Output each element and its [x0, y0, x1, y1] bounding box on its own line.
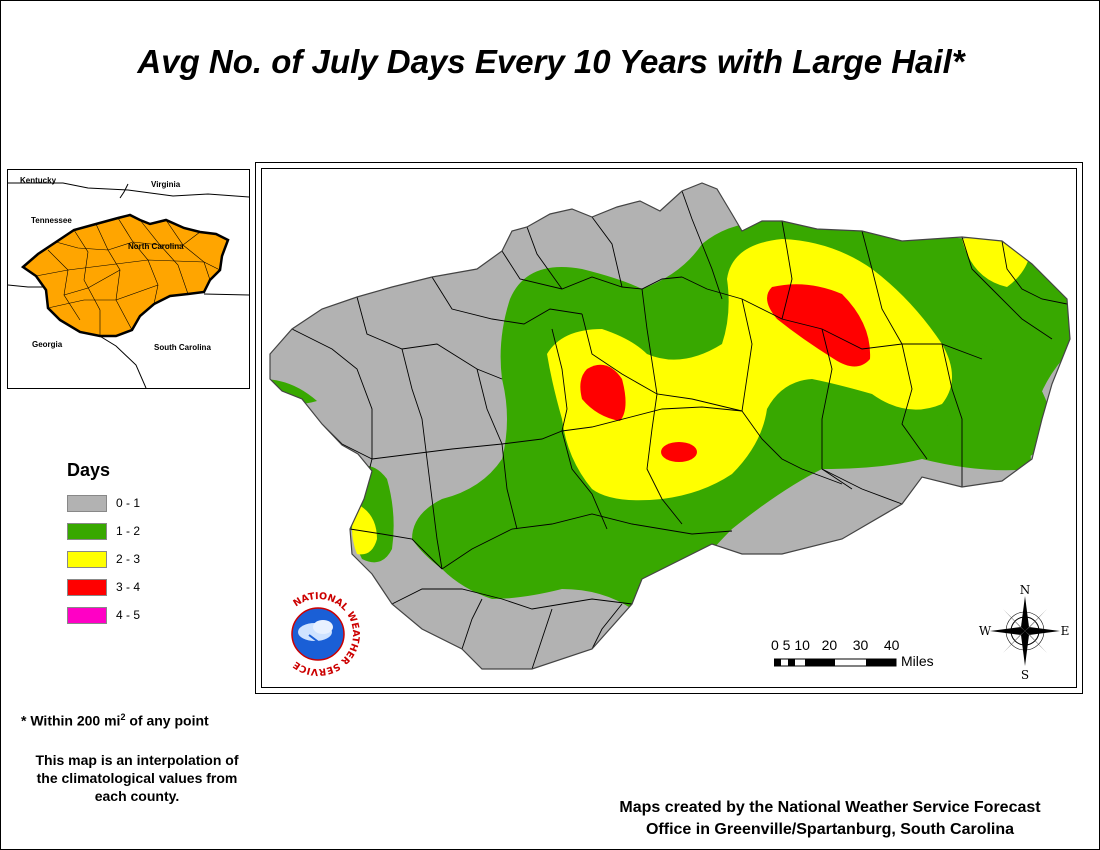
legend-label: 2 - 3 — [116, 552, 141, 566]
nws-logo: NATIONAL WEATHER SERVICE — [273, 589, 363, 684]
legend-label: 4 - 5 — [116, 608, 141, 622]
map-title: Avg No. of July Days Every 10 Years with… — [137, 43, 965, 80]
compass-e: E — [1061, 624, 1070, 638]
credit-text: Maps created by the National Weather Ser… — [561, 797, 1099, 841]
interpolation-line: This map is an interpolation of — [35, 752, 239, 768]
county-boundaries — [291, 190, 1068, 669]
credit-line: Office in Greenville/Spartanburg, South … — [645, 821, 1015, 838]
zone-3-4-days-central — [661, 442, 697, 462]
scale-tick-labels: 0 5 10 20 30 40 — [771, 637, 900, 653]
compass-s: S — [1021, 668, 1029, 682]
compass-w: W — [979, 624, 992, 638]
main-map-canvas — [261, 168, 1077, 688]
compass-rose: N S E W — [975, 583, 1075, 689]
inset-locator-map: Kentucky Virginia Tennessee North Caroli… — [7, 169, 250, 389]
footnote-prefix: * Within 200 mi — [21, 712, 121, 729]
inset-label-georgia: Georgia — [32, 340, 63, 349]
main-map-frame — [255, 162, 1083, 694]
area-footnote: * Within 200 mi2 of any point — [21, 712, 209, 729]
legend-swatch — [67, 523, 107, 540]
zone-3-4-days-west — [580, 364, 626, 421]
legend-swatch — [67, 495, 107, 512]
interpolation-note: This map is an interpolation of the clim… — [19, 751, 255, 805]
compass-n: N — [1020, 584, 1031, 597]
interpolation-line: each county. — [94, 788, 180, 804]
scale-units-label: Miles — [901, 653, 934, 669]
inset-label-virginia: Virginia — [151, 180, 181, 189]
legend-swatch — [67, 607, 107, 624]
legend-label: 3 - 4 — [116, 580, 141, 594]
interpolation-line: the climatological values from — [36, 770, 238, 786]
credit-line: Maps created by the National Weather Ser… — [619, 799, 1041, 816]
inset-map-graphic — [8, 182, 249, 388]
legend-title: Days — [67, 460, 111, 480]
legend-label: 0 - 1 — [116, 496, 141, 510]
forecast-area-outline — [269, 182, 1071, 670]
footnote-sup: 2 — [120, 712, 126, 722]
inset-label-tennessee: Tennessee — [31, 216, 72, 225]
legend-label: 1 - 2 — [116, 524, 141, 538]
inset-label-north-carolina: North Carolina — [128, 242, 184, 251]
legend-swatch — [67, 551, 107, 568]
footnote-suffix: of any point — [125, 712, 209, 729]
zone-3-4-days-north — [767, 284, 871, 367]
inset-label-south-carolina: South Carolina — [154, 343, 211, 352]
scale-bar — [774, 658, 897, 667]
inset-label-kentucky: Kentucky — [20, 176, 57, 185]
legend-swatch — [67, 579, 107, 596]
hail-frequency-map — [269, 182, 1071, 670]
